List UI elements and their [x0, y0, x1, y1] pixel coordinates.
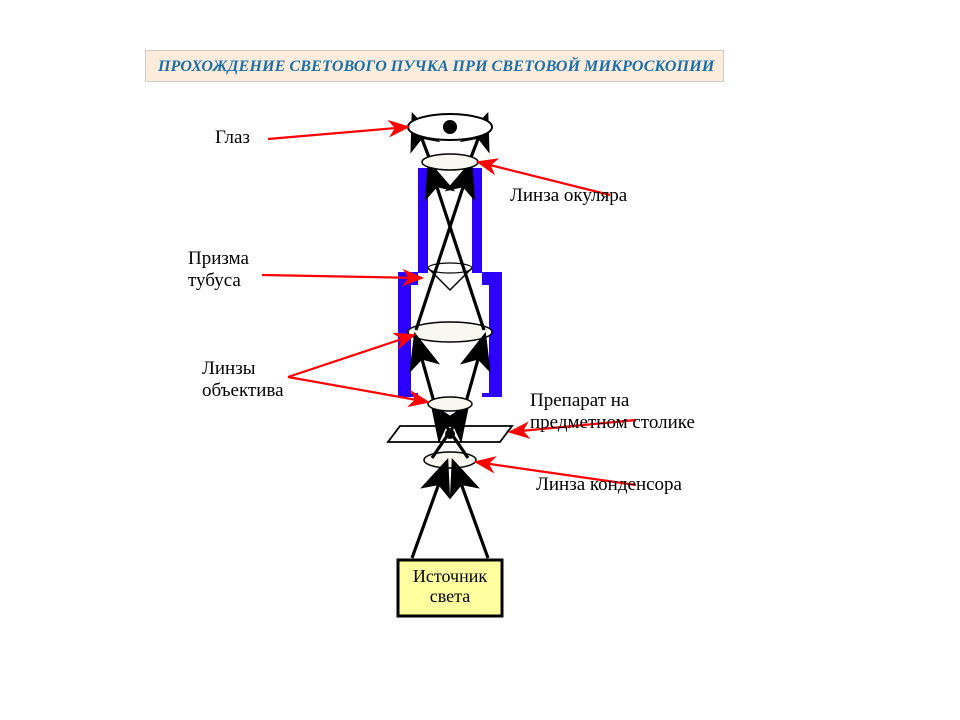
label-eyepiece-lens: Линза окуляра: [510, 185, 627, 207]
microscope-diagram: Источниксвета Глаз Линза окуляра Призма …: [160, 100, 760, 660]
label-condenser-lens: Линза конденсора: [536, 474, 682, 496]
diagram-title: ПРОХОЖДЕНИЕ СВЕТОВОГО ПУЧКА ПРИ СВЕТОВОЙ…: [158, 57, 715, 76]
label-objective-lenses: Линзы объектива: [202, 358, 284, 402]
svg-text:Источник: Источник: [413, 566, 487, 586]
svg-text:света: света: [430, 586, 470, 606]
label-tube-prism: Призма тубуса: [188, 248, 249, 292]
label-specimen: Препарат на предметном столике: [530, 390, 695, 434]
title-bar: ПРОХОЖДЕНИЕ СВЕТОВОГО ПУЧКА ПРИ СВЕТОВОЙ…: [145, 50, 724, 82]
label-eye: Глаз: [215, 127, 250, 149]
